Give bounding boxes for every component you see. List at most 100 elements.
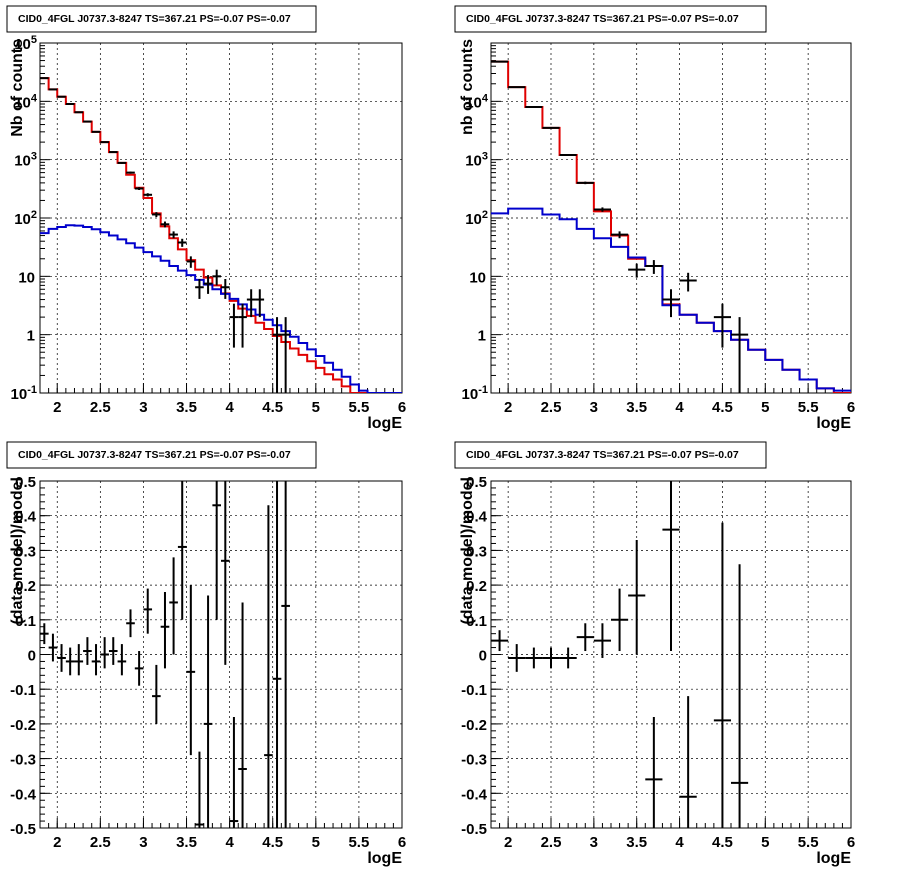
x-tick-label: 3 <box>590 834 598 851</box>
data-point <box>108 637 118 665</box>
x-axis-label: logE <box>816 415 851 432</box>
x-tick-label: 3 <box>139 834 147 851</box>
plot-data <box>40 77 402 393</box>
y-tick-label: 0.2 <box>466 578 487 595</box>
chart-title: CID0_4FGL J0737.3-8247 TS=367.21 PS=-0.0… <box>18 449 291 461</box>
data-point <box>143 588 153 634</box>
x-tick-label: 4 <box>675 399 684 416</box>
data-point <box>255 289 265 318</box>
y-tick-label: 102 <box>14 209 37 228</box>
y-tick-label: 103 <box>14 151 37 170</box>
data-point <box>645 716 663 828</box>
y-tick-label: 0.3 <box>15 543 36 560</box>
x-tick-label: 3.5 <box>626 399 647 416</box>
y-tick-label: 103 <box>465 151 488 170</box>
data-point <box>40 77 49 80</box>
data-point <box>91 644 101 676</box>
data-point <box>203 275 213 294</box>
data-point <box>662 481 680 652</box>
data-point <box>195 751 204 828</box>
data-point <box>203 595 213 828</box>
data-point <box>272 481 282 828</box>
data-point <box>679 272 697 292</box>
data-point <box>491 630 509 652</box>
data-point <box>152 664 161 724</box>
data-point <box>212 269 221 286</box>
data-point <box>713 522 731 828</box>
chart-panel-4: CID0_4FGL J0737.3-8247 TS=367.21 PS=-0.0… <box>454 441 855 867</box>
x-tick-label: 4.5 <box>712 399 733 416</box>
y-tick-label: -0.4 <box>461 786 488 803</box>
y-tick-label: 0.4 <box>15 509 37 526</box>
y-tick-label: 10 <box>18 269 35 286</box>
x-tick-label: 5.5 <box>798 399 819 416</box>
x-tick-label: 2.5 <box>541 399 562 416</box>
y-tick-label: 0 <box>479 648 487 665</box>
data-point <box>65 647 75 676</box>
data-point <box>160 592 170 669</box>
x-tick-label: 6 <box>398 399 406 416</box>
data-point <box>108 151 118 154</box>
x-tick-label: 2 <box>504 834 512 851</box>
data-point <box>74 111 84 114</box>
data-point <box>628 263 646 278</box>
data-point <box>143 193 153 197</box>
data-point <box>160 221 170 228</box>
data-point <box>57 95 66 98</box>
x-tick-label: 2.5 <box>90 834 111 851</box>
x-tick-label: 6 <box>847 834 855 851</box>
data-point <box>221 481 230 665</box>
data-point <box>238 303 247 348</box>
y-tick-label: 102 <box>465 209 488 228</box>
data-point <box>731 564 749 828</box>
data-point <box>177 238 187 247</box>
y-tick-label: 0.5 <box>466 474 487 491</box>
plot-data <box>40 481 290 828</box>
x-axis-label: logE <box>367 850 402 867</box>
y-tick-label: -0.3 <box>461 752 487 769</box>
chart-panel-2: CID0_4FGL J0737.3-8247 TS=367.21 PS=-0.0… <box>454 5 855 432</box>
model-source-histogram <box>491 207 851 392</box>
chart-title: CID0_4FGL J0737.3-8247 TS=367.21 PS=-0.0… <box>18 13 291 25</box>
y-tick-label: 1 <box>27 328 35 345</box>
x-tick-label: 4 <box>225 834 234 851</box>
data-point <box>264 505 273 828</box>
plot-data <box>491 481 749 828</box>
y-tick-label: 0.2 <box>15 578 36 595</box>
data-point <box>559 647 577 669</box>
data-point <box>628 539 646 655</box>
data-point <box>525 105 543 108</box>
data-point <box>100 141 109 144</box>
data-point <box>40 623 49 645</box>
data-point <box>152 212 161 218</box>
y-tick-label: 0.1 <box>15 613 36 630</box>
y-tick-label: 10-1 <box>11 384 37 403</box>
x-tick-label: 5 <box>761 399 769 416</box>
data-point <box>611 588 629 652</box>
y-axis-label: (data-model)/model <box>9 477 26 625</box>
x-axis-label: logE <box>816 850 851 867</box>
data-point <box>186 256 196 268</box>
x-tick-label: 4.5 <box>262 834 283 851</box>
data-point <box>117 644 127 676</box>
x-tick-label: 2.5 <box>90 399 111 416</box>
data-point <box>177 481 187 620</box>
data-point <box>186 585 196 756</box>
x-tick-label: 2 <box>53 399 61 416</box>
data-point <box>126 171 135 174</box>
data-point <box>593 207 611 212</box>
data-point <box>576 181 594 185</box>
x-tick-label: 3.5 <box>176 834 197 851</box>
y-tick-label: 10 <box>469 269 486 286</box>
x-axis-label: logE <box>367 415 402 432</box>
y-tick-label: -0.1 <box>461 682 487 699</box>
x-tick-label: 5.5 <box>348 834 369 851</box>
data-point <box>221 279 230 299</box>
x-tick-label: 5 <box>312 834 320 851</box>
data-point <box>731 317 749 393</box>
data-point <box>212 481 221 620</box>
data-point <box>134 187 144 190</box>
data-point <box>83 120 92 123</box>
data-point <box>100 637 109 669</box>
data-point <box>169 557 178 655</box>
